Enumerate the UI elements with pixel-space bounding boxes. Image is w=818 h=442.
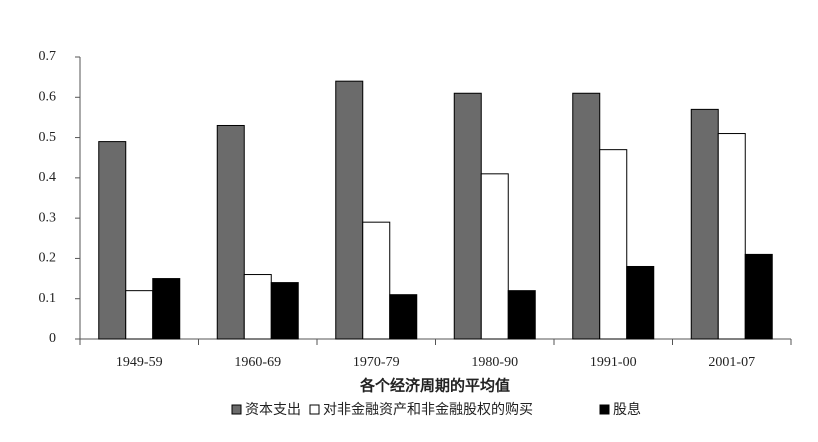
x-tick-label: 1980-90 — [471, 355, 518, 370]
bar — [152, 278, 181, 340]
legend-label: 股息 — [613, 401, 641, 418]
x-tick-label: 1960-69 — [234, 355, 281, 370]
bar — [362, 221, 391, 340]
y-tick-label: 0.1 — [39, 291, 57, 306]
bar — [507, 290, 536, 340]
legend-swatch — [599, 404, 610, 415]
legend-label: 对非金融资产和非金融股权的购买 — [323, 402, 533, 418]
bar — [335, 80, 364, 340]
bar — [270, 282, 299, 340]
bar — [744, 253, 773, 340]
bar — [690, 108, 719, 340]
x-tick-label: 1970-79 — [353, 355, 400, 370]
bar — [216, 124, 245, 340]
bar — [572, 92, 601, 340]
y-tick-label: 0.5 — [39, 130, 57, 145]
bar — [626, 265, 655, 340]
x-tick-label: 1991-00 — [590, 355, 637, 370]
bar — [243, 274, 272, 340]
bar — [480, 173, 509, 340]
bar — [125, 290, 154, 340]
x-tick-label: 2001-07 — [708, 355, 755, 370]
bar — [599, 149, 628, 340]
y-tick-label: 0.6 — [39, 90, 57, 105]
y-tick-label: 0 — [49, 331, 56, 346]
legend-swatch — [309, 404, 320, 415]
bar — [389, 294, 418, 340]
y-tick-label: 0.7 — [39, 49, 57, 64]
legend-label: 资本支出 — [245, 402, 301, 418]
bar — [98, 141, 127, 340]
bar — [717, 133, 746, 340]
legend-swatch — [231, 404, 242, 415]
x-tick-label: 1949-59 — [116, 355, 163, 370]
x-axis-title: 各个经济周期的平均值 — [359, 377, 510, 395]
y-tick-label: 0.4 — [39, 170, 57, 185]
y-tick-label: 0.2 — [39, 251, 57, 266]
bar — [453, 92, 482, 340]
y-tick-label: 0.3 — [39, 210, 57, 225]
